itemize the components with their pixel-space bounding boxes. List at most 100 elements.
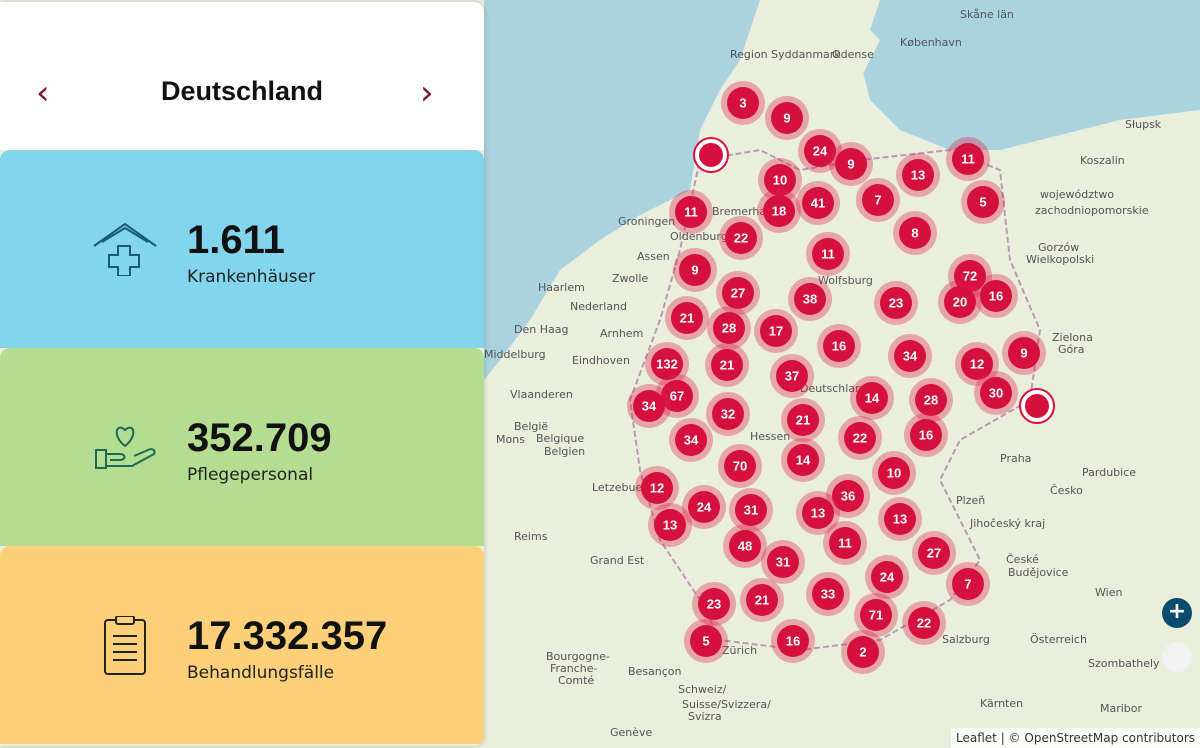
- cluster[interactable]: 2: [841, 630, 885, 674]
- cluster[interactable]: 21: [740, 578, 784, 622]
- cluster[interactable]: 7: [946, 562, 990, 606]
- cluster-count: 7: [874, 193, 881, 208]
- cluster[interactable]: 21: [781, 398, 825, 442]
- cluster[interactable]: 9: [829, 142, 873, 186]
- cluster[interactable]: 22: [838, 416, 882, 460]
- cluster-dot: [767, 546, 799, 578]
- cluster[interactable]: 24: [798, 129, 842, 173]
- cluster[interactable]: 14: [781, 438, 825, 482]
- cluster[interactable]: 16: [974, 274, 1018, 318]
- cluster[interactable]: 30: [974, 371, 1018, 415]
- cluster[interactable]: 21: [705, 343, 749, 387]
- cluster[interactable]: 12: [635, 466, 679, 510]
- cluster[interactable]: 12: [955, 342, 999, 386]
- cluster[interactable]: 37: [770, 354, 814, 398]
- place-label: Pardubice: [1082, 466, 1136, 479]
- zoom-out[interactable]: [1162, 642, 1192, 672]
- cluster[interactable]: 34: [627, 384, 671, 428]
- cluster[interactable]: 34: [888, 334, 932, 378]
- cluster[interactable]: 8: [893, 211, 937, 255]
- cluster[interactable]: 21: [665, 296, 709, 340]
- cluster[interactable]: 31: [729, 488, 773, 532]
- cluster-count: 71: [869, 608, 883, 623]
- cluster[interactable]: 17: [754, 309, 798, 353]
- cluster[interactable]: 16: [817, 324, 861, 368]
- cluster[interactable]: 13: [648, 503, 692, 547]
- cluster[interactable]: 13: [878, 497, 922, 541]
- cluster[interactable]: 7: [856, 178, 900, 222]
- cluster-count: 24: [697, 500, 712, 515]
- cluster-dot: [832, 480, 864, 512]
- cluster-dot: [802, 497, 834, 529]
- cluster[interactable]: 16: [771, 619, 815, 663]
- cluster[interactable]: 27: [716, 271, 760, 315]
- cluster[interactable]: 71: [854, 593, 898, 637]
- place-label: København: [900, 36, 962, 49]
- place-label: Jihočeský kraj: [969, 517, 1045, 530]
- cluster[interactable]: 132: [645, 342, 689, 386]
- cluster[interactable]: 24: [682, 485, 726, 529]
- place-label: Haarlem: [538, 281, 585, 294]
- cluster[interactable]: 36: [826, 474, 870, 518]
- cluster[interactable]: 11: [806, 232, 850, 276]
- cluster[interactable]: 3: [721, 81, 765, 125]
- cluster[interactable]: 70: [718, 444, 762, 488]
- cluster[interactable]: 28: [909, 378, 953, 422]
- place-label: Comté: [558, 674, 594, 687]
- cluster[interactable]: 22: [719, 216, 763, 260]
- cluster[interactable]: 67: [655, 374, 699, 418]
- cluster[interactable]: 9: [1002, 331, 1046, 375]
- cluster[interactable]: 31: [761, 540, 805, 584]
- cluster-dot: [777, 625, 809, 657]
- cluster-count: 24: [880, 570, 895, 585]
- cluster-count: 38: [803, 292, 817, 307]
- marker-dot: [699, 143, 723, 167]
- cluster-dot: [908, 607, 940, 639]
- cluster[interactable]: 10: [758, 158, 802, 202]
- place-label: České: [1006, 553, 1039, 566]
- cluster-dot: [952, 568, 984, 600]
- cluster[interactable]: 18: [757, 189, 801, 233]
- cluster[interactable]: 9: [673, 248, 717, 292]
- cluster[interactable]: 20: [938, 280, 982, 324]
- cluster-count: 22: [734, 231, 748, 246]
- cluster-dot: [671, 302, 703, 334]
- cluster[interactable]: 11: [669, 190, 713, 234]
- next-button[interactable]: ›: [420, 73, 434, 113]
- cluster-count: 8: [911, 226, 918, 241]
- cluster-dot: [725, 222, 757, 254]
- cluster[interactable]: 23: [692, 582, 736, 626]
- cluster-count: 30: [989, 386, 1003, 401]
- cluster[interactable]: 38: [788, 277, 832, 321]
- cluster-count: 72: [963, 269, 977, 284]
- cluster[interactable]: 10: [872, 451, 916, 495]
- cluster[interactable]: 13: [896, 153, 940, 197]
- cluster[interactable]: 23: [874, 281, 918, 325]
- zoom-in[interactable]: +: [1162, 598, 1192, 628]
- cluster-dot: [764, 164, 796, 196]
- cluster[interactable]: 13: [796, 491, 840, 535]
- place-label: Plzeň: [956, 494, 985, 507]
- cluster-count: 12: [970, 357, 984, 372]
- cluster[interactable]: 5: [961, 180, 1005, 224]
- cluster[interactable]: 16: [904, 413, 948, 457]
- place-label: zachodniopomorskie: [1035, 204, 1149, 217]
- cluster[interactable]: 24: [865, 555, 909, 599]
- cluster[interactable]: 32: [706, 392, 750, 436]
- cluster[interactable]: 28: [707, 306, 751, 350]
- cluster[interactable]: 11: [823, 521, 867, 565]
- cluster[interactable]: 5: [684, 619, 728, 663]
- prev-button[interactable]: ‹: [36, 73, 50, 113]
- cluster[interactable]: 33: [806, 572, 850, 616]
- cluster[interactable]: 11: [946, 137, 990, 181]
- cluster[interactable]: 34: [669, 418, 713, 462]
- cluster[interactable]: 14: [850, 376, 894, 420]
- cluster[interactable]: 22: [902, 601, 946, 645]
- cluster-count: 10: [773, 173, 787, 188]
- cluster[interactable]: 41: [796, 181, 840, 225]
- cluster[interactable]: 9: [765, 96, 809, 140]
- cluster-dot: [729, 530, 761, 562]
- cluster[interactable]: 27: [912, 531, 956, 575]
- cluster[interactable]: 48: [723, 524, 767, 568]
